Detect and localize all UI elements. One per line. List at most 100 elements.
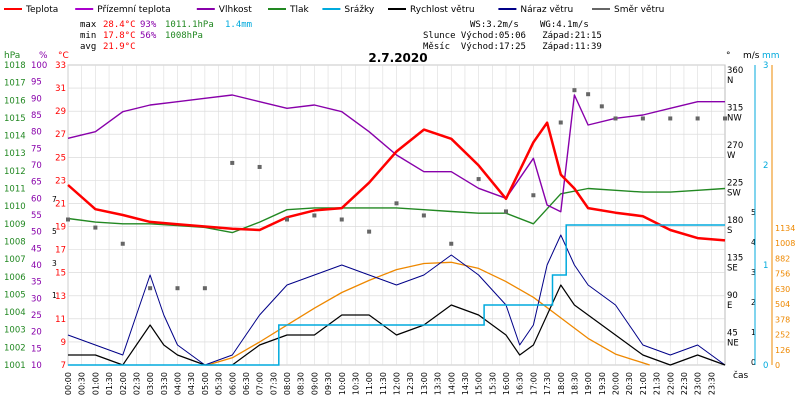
pct-tick: 10 xyxy=(31,361,42,371)
hpa-tick: 1015 xyxy=(4,114,26,124)
time-tick: 04:00 xyxy=(174,372,183,395)
hpa-tick: 1013 xyxy=(4,149,26,159)
time-tick: 03:00 xyxy=(146,372,155,395)
legend-item: Náraz větru xyxy=(520,5,573,15)
direction-point xyxy=(504,209,508,214)
dir-label: N xyxy=(727,76,733,86)
mm-tick: 882 xyxy=(775,254,790,263)
c-tick: 9 xyxy=(61,338,66,348)
solar-line xyxy=(207,261,650,366)
pct-tick: 90 xyxy=(31,94,42,104)
hpa-tick: 1010 xyxy=(4,202,26,212)
pct-tick: 85 xyxy=(31,111,42,121)
time-tick: 15:00 xyxy=(475,372,484,395)
min-label: min xyxy=(80,31,96,41)
hpa-tick: 1017 xyxy=(4,79,26,89)
c-tick-small: 5 xyxy=(52,227,57,236)
left-axes: 1018101710161015101410131012101110101009… xyxy=(4,61,66,371)
ms-tick: 3 xyxy=(763,61,768,71)
dir-label: SE xyxy=(727,264,738,274)
c-tick: 15 xyxy=(55,269,66,279)
direction-point xyxy=(572,88,577,93)
pct-tick: 65 xyxy=(31,178,42,188)
time-tick: 18:00 xyxy=(557,372,566,395)
ms-tick: 1 xyxy=(763,261,768,271)
mm-tick: 378 xyxy=(775,315,790,324)
c-tick: 27 xyxy=(55,130,66,140)
direction-point xyxy=(339,217,344,222)
c-tick: 13 xyxy=(55,292,66,302)
dir-tick: 45 xyxy=(727,329,738,339)
series-layer xyxy=(66,88,727,366)
legend: Teplota Přízemní teplota Vlhkost Tlak Srážky… xyxy=(4,5,664,15)
time-tick: 07:00 xyxy=(256,372,265,395)
time-tick: 17:30 xyxy=(543,372,552,395)
sun-moon-block: WS:3.2m/s WG:4.1m/s Slunce Východ:05:06 … xyxy=(423,20,602,52)
time-tick: 20:30 xyxy=(625,372,634,395)
max-label: max xyxy=(80,20,97,30)
moon-info: Měsíc Východ:17:25 Západ:11:39 xyxy=(423,42,602,52)
c-tick-small: 3 xyxy=(52,259,57,268)
legend-item: Vlhkost xyxy=(219,5,252,15)
min-press: 1008hPa xyxy=(165,31,203,41)
mm-tick: 504 xyxy=(775,300,790,309)
mm-tick: 126 xyxy=(775,346,790,355)
ms-tick-small: 4 xyxy=(751,238,756,247)
pct-tick: 40 xyxy=(31,261,42,271)
direction-point xyxy=(558,120,563,125)
c-tick: 33 xyxy=(55,61,66,71)
direction-point xyxy=(257,164,262,169)
max-rain: 1.4mm xyxy=(225,20,252,30)
ws-value: WS:3.2m/s xyxy=(470,20,519,30)
dir-tick: 135 xyxy=(727,254,743,264)
legend-item: Teplota xyxy=(25,5,58,15)
dir-tick: 180 xyxy=(727,216,743,226)
time-tick: 13:30 xyxy=(434,372,443,395)
time-tick: 01:30 xyxy=(105,372,114,395)
legend-item: Rychlost větru xyxy=(410,5,475,15)
time-tick: 16:00 xyxy=(502,372,511,395)
c-tick: 29 xyxy=(55,107,66,117)
sun-info: Slunce Východ:05:06 Západ:21:15 xyxy=(423,31,602,41)
direction-point xyxy=(148,286,153,291)
direction-point xyxy=(285,217,289,222)
hpa-tick: 1001 xyxy=(4,361,26,371)
legend-item: Srážky xyxy=(344,5,375,15)
wind-gust-line xyxy=(67,234,726,366)
dir-tick: 90 xyxy=(727,291,738,301)
time-tick: 09:00 xyxy=(310,372,319,395)
deg-unit: ° xyxy=(726,51,731,61)
c-tick: 17 xyxy=(55,246,66,256)
direction-point xyxy=(66,217,70,222)
time-tick: 00:30 xyxy=(78,372,87,395)
time-tick: 14:30 xyxy=(461,372,470,395)
time-tick: 08:00 xyxy=(283,372,292,395)
pct-tick: 95 xyxy=(31,78,42,88)
grid xyxy=(67,64,726,366)
time-tick: 21:30 xyxy=(653,372,662,395)
wind-speed-line xyxy=(68,284,726,366)
time-tick: 23:30 xyxy=(707,372,716,395)
time-tick: 12:30 xyxy=(406,372,415,395)
direction-point xyxy=(640,116,645,121)
time-tick: 06:30 xyxy=(242,372,251,395)
min-temp: 17.8°C xyxy=(103,31,136,41)
time-axis: 00:00 00:30 01:00 01:30 02:00 02:30 03:00 03:30… xyxy=(64,372,716,395)
dir-label: W xyxy=(727,151,736,161)
time-tick: 11:00 xyxy=(365,372,374,395)
time-tick: 14:00 xyxy=(447,372,456,395)
direction-point xyxy=(175,286,180,291)
mm-tick: 1008 xyxy=(775,239,795,248)
time-tick: 16:30 xyxy=(516,372,525,395)
direction-point xyxy=(723,116,727,121)
direction-point xyxy=(586,92,591,97)
time-tick: 13:00 xyxy=(420,372,429,395)
legend-item: Směr větru xyxy=(614,5,664,15)
hpa-tick: 1014 xyxy=(4,132,26,142)
ms-tick: 0 xyxy=(763,361,768,371)
ms-tick-small: 3 xyxy=(751,268,756,277)
hpa-tick: 1008 xyxy=(4,237,26,247)
time-tick: 05:30 xyxy=(215,372,224,395)
